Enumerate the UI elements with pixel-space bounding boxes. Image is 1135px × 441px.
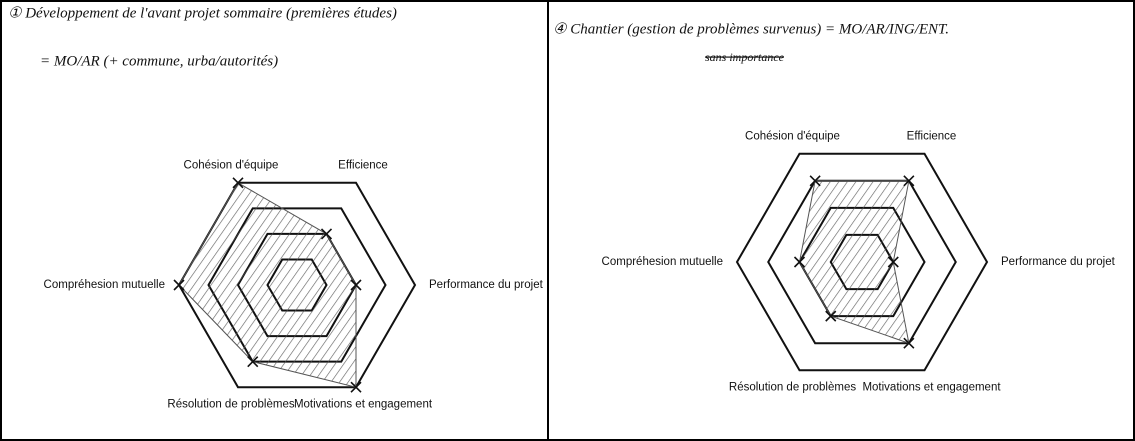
grid-ring — [735, 152, 989, 372]
axis-label: Efficience — [338, 160, 388, 172]
axis-label: Compréhesion mutuelle — [602, 256, 723, 268]
chart-title: ④ Chantier (gestion de problèmes survenu… — [553, 21, 949, 37]
chart-subtitle: = MO/AR (+ commune, urba/autorités) — [40, 53, 278, 69]
chart-annotation: sans importance — [705, 50, 785, 64]
axis-label: Cohésion d'équipe — [745, 130, 840, 142]
data-point — [320, 228, 333, 240]
axis-label: Efficience — [907, 130, 957, 142]
data-point — [173, 279, 185, 291]
axis-label: Résolution de problèmes — [167, 399, 294, 411]
axis-label: Motivations et engagement — [294, 399, 433, 411]
chart-title: ① Développement de l'avant projet sommai… — [8, 5, 397, 21]
data-point — [903, 175, 915, 187]
data-point — [350, 279, 362, 291]
data-point — [793, 256, 806, 268]
data-point — [350, 381, 362, 393]
axis-label: Performance du projet — [1001, 256, 1116, 268]
data-point — [887, 256, 899, 268]
data-point — [232, 177, 244, 189]
data-point — [825, 310, 837, 322]
axis-label: Compréhesion mutuelle — [44, 279, 165, 291]
data-point — [903, 337, 915, 349]
axis-label: Performance du projet — [429, 279, 544, 291]
data-point — [809, 175, 821, 187]
axis-label: Motivations et engagement — [862, 382, 1001, 394]
data-point — [247, 356, 259, 368]
axis-label: Résolution de problèmes — [729, 382, 856, 394]
axis-label: Cohésion d'équipe — [184, 160, 279, 172]
